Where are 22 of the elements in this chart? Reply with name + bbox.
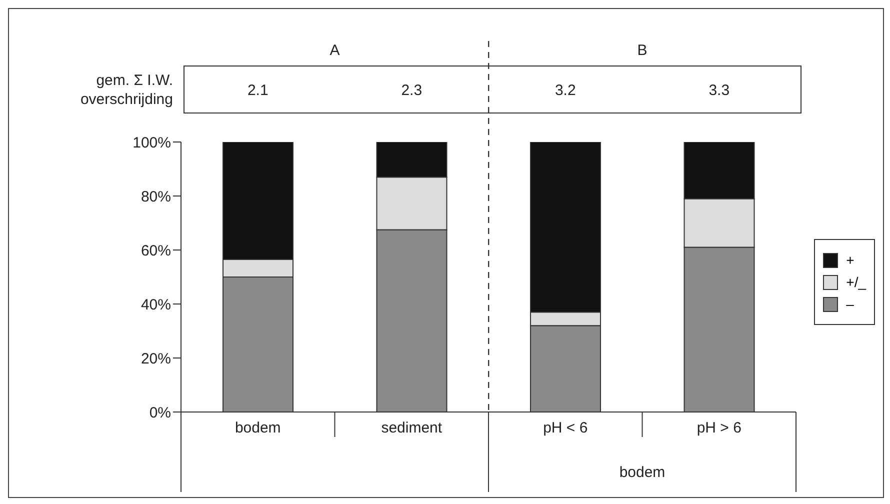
- text: 3.3: [708, 82, 730, 99]
- y-tick-label: 80%: [140, 188, 171, 206]
- x-tick-label: pH > 6: [696, 420, 742, 437]
- y-tick-label: 40%: [140, 296, 171, 314]
- legend-label: –: [846, 296, 854, 312]
- text: A: [330, 42, 340, 59]
- y-tick-label: 60%: [140, 242, 171, 260]
- legend-label: +/_: [846, 274, 866, 290]
- text: overschrijding: [80, 91, 173, 108]
- x-tick-label: sediment: [381, 420, 443, 437]
- y-tick-label: 100%: [132, 134, 171, 152]
- text: gem. Σ I.W.: [96, 72, 173, 89]
- y-tick-label: 20%: [140, 350, 171, 368]
- text: B: [637, 42, 648, 59]
- text: 2.1: [247, 82, 268, 99]
- x-tick-label: bodem: [234, 420, 281, 437]
- y-tick-label: 0%: [149, 404, 171, 422]
- x-tick-label: pH < 6: [543, 420, 588, 437]
- text: bodem: [619, 464, 666, 481]
- text: 3.2: [554, 82, 576, 99]
- text: 2.3: [401, 82, 422, 99]
- legend-label: +: [846, 252, 854, 268]
